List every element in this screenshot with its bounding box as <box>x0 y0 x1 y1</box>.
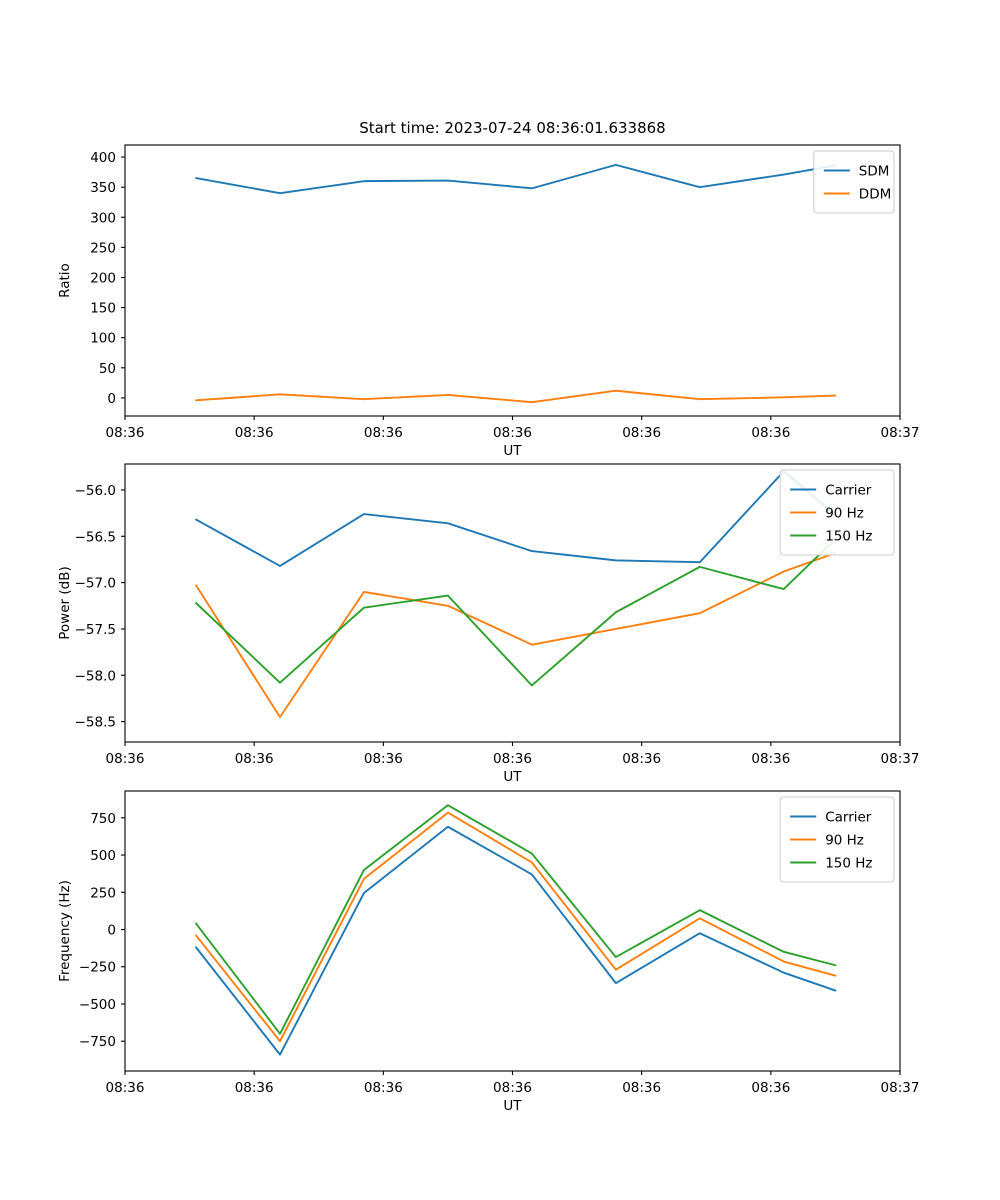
y-tick-label: −750 <box>79 1034 116 1050</box>
legend-label-carrier: Carrier <box>825 483 872 499</box>
x-tick-label: 08:36 <box>364 1080 403 1096</box>
y-tick-label: −57.0 <box>75 576 116 592</box>
y-tick-label: 150 <box>90 301 116 317</box>
legend-box <box>779 469 895 556</box>
y-tick-label: 200 <box>90 270 116 286</box>
y-tick-label: 250 <box>90 885 116 901</box>
x-tick-label: 08:36 <box>751 1080 790 1096</box>
x-tick-label: 08:37 <box>881 1080 920 1096</box>
x-tick-label: 08:36 <box>493 1080 532 1096</box>
y-tick-label: −58.0 <box>75 668 116 684</box>
y-tick-label: −250 <box>79 960 116 976</box>
legend-label-150-hz: 150 Hz <box>825 856 872 872</box>
x-tick-label: 08:36 <box>106 751 145 767</box>
power-panel: 08:36 08:36 08:36 08:36 08:36 08:36 08:37 UT −56… <box>57 463 920 785</box>
series-line-90-hz <box>195 552 837 718</box>
y-axis-label: Power (dB) <box>57 566 73 639</box>
x-tick-label: 08:36 <box>622 425 661 441</box>
frequency-panel: 08:36 08:36 08:36 08:36 08:36 08:36 08:37 UT −75… <box>57 790 920 1114</box>
y-tick-label: 100 <box>90 331 116 347</box>
y-tick-label: −500 <box>79 997 116 1013</box>
x-tick-label: 08:37 <box>881 425 920 441</box>
legend-label-sdm: SDM <box>859 164 890 180</box>
x-tick-label: 08:36 <box>106 1080 145 1096</box>
legend-label-ddm: DDM <box>859 187 891 203</box>
y-tick-label: 50 <box>99 361 116 377</box>
y-tick-label: 400 <box>90 150 116 166</box>
x-tick-label: 08:36 <box>235 1080 274 1096</box>
legend-label-90-hz: 90 Hz <box>825 833 864 849</box>
y-tick-label: 500 <box>90 848 116 864</box>
x-tick-label: 08:36 <box>751 751 790 767</box>
y-tick-label: 300 <box>90 210 116 226</box>
series-line-ddm <box>195 389 837 404</box>
legend-label-150-hz: 150 Hz <box>825 529 872 545</box>
series-line-150-hz <box>195 538 837 687</box>
x-tick-label: 08:36 <box>235 751 274 767</box>
x-tick-label: 08:36 <box>493 751 532 767</box>
x-tick-label: 08:36 <box>622 751 661 767</box>
series-line-150-hz <box>195 804 837 1035</box>
y-tick-label: 0 <box>107 923 116 939</box>
x-tick-label: 08:36 <box>364 425 403 441</box>
x-tick-label: 08:36 <box>235 425 274 441</box>
y-axis-label: Frequency (Hz) <box>57 880 73 982</box>
y-tick-label: −58.5 <box>75 715 116 731</box>
legend-box <box>779 796 895 883</box>
plot-title: Start time: 2023-07-24 08:36:01.633868 <box>359 119 665 137</box>
y-tick-label: 0 <box>107 391 116 407</box>
y-tick-label: −57.5 <box>75 622 116 638</box>
series-line-sdm <box>195 163 837 195</box>
y-axis-label: Ratio <box>57 263 73 298</box>
y-tick-label: −56.5 <box>75 529 116 545</box>
legend-label-carrier: Carrier <box>825 810 872 826</box>
x-tick-label: 08:36 <box>493 425 532 441</box>
ratio-panel: Start time: 2023-07-24 08:36:01.633868 08… <box>57 119 919 459</box>
y-tick-label: 250 <box>90 240 116 256</box>
legend: SDM DDM <box>813 150 895 214</box>
x-tick-label: 08:36 <box>364 751 403 767</box>
y-tick-label: −56.0 <box>75 483 116 499</box>
legend-label-90-hz: 90 Hz <box>825 506 864 522</box>
legend: Carrier 90 Hz 150 Hz <box>779 796 895 883</box>
legend-box <box>813 150 895 214</box>
x-tick-label: 08:36 <box>622 1080 661 1096</box>
series-line-90-hz <box>195 811 837 1043</box>
x-axis-label: UT <box>503 443 522 459</box>
y-tick-label: 350 <box>90 180 116 196</box>
x-axis-label: UT <box>503 769 522 785</box>
series-line-carrier <box>195 825 837 1056</box>
x-axis-label: UT <box>503 1098 522 1114</box>
x-tick-label: 08:36 <box>751 425 790 441</box>
series-line-carrier <box>195 470 837 567</box>
y-tick-label: 750 <box>90 811 116 827</box>
x-tick-label: 08:36 <box>106 425 145 441</box>
legend: Carrier 90 Hz 150 Hz <box>779 469 895 556</box>
x-tick-label: 08:37 <box>881 751 920 767</box>
